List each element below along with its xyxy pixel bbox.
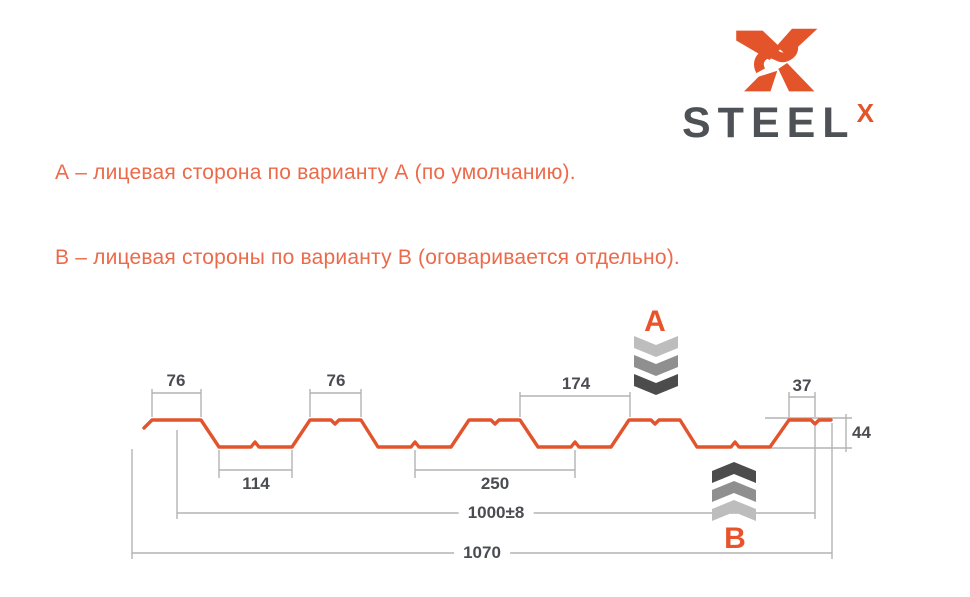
- legend-line-a: А – лицевая сторона по варианту А (по ум…: [55, 161, 576, 184]
- chevron-up-light: [712, 500, 756, 521]
- brand-text: STEEL: [682, 99, 856, 147]
- profile-sheet-outline: [142, 418, 833, 449]
- marker-b-label: В: [724, 522, 746, 555]
- dim-edge-label: 37: [792, 376, 812, 395]
- logo: STEEL X: [682, 16, 902, 146]
- dimension-lines: [131, 389, 852, 559]
- legend-line-b: В – лицевая стороны по варианту В (огова…: [55, 246, 680, 269]
- dim-crest2-label: 76: [326, 371, 346, 390]
- dim-height-label: 44: [852, 423, 871, 442]
- dim-pitch-label: 250: [480, 474, 510, 493]
- chevron-up-dark: [712, 462, 756, 483]
- chevron-down-mid: [634, 355, 678, 376]
- steelx-logo-icon: [736, 28, 818, 92]
- chevron-up-mid: [712, 481, 756, 502]
- dim-valley-opening-label: 174: [561, 374, 591, 393]
- variant-b-arrows-icon: [712, 462, 756, 521]
- dim-crest1-label: 76: [166, 371, 186, 390]
- brand-sup-x: X: [856, 98, 874, 128]
- chevron-down-light: [634, 336, 678, 357]
- dim-overall-width-label: 1070: [454, 542, 510, 564]
- chevron-down-dark: [634, 374, 678, 395]
- dim-valley-bottom-label: 114: [242, 474, 270, 493]
- variant-a-arrows-icon: [634, 336, 678, 395]
- brand-name: STEEL X: [682, 98, 874, 147]
- marker-a-label: А: [644, 305, 666, 338]
- dim-cover-width-label: 1000±8: [458, 502, 534, 524]
- logo-s-ribbon: [754, 36, 799, 74]
